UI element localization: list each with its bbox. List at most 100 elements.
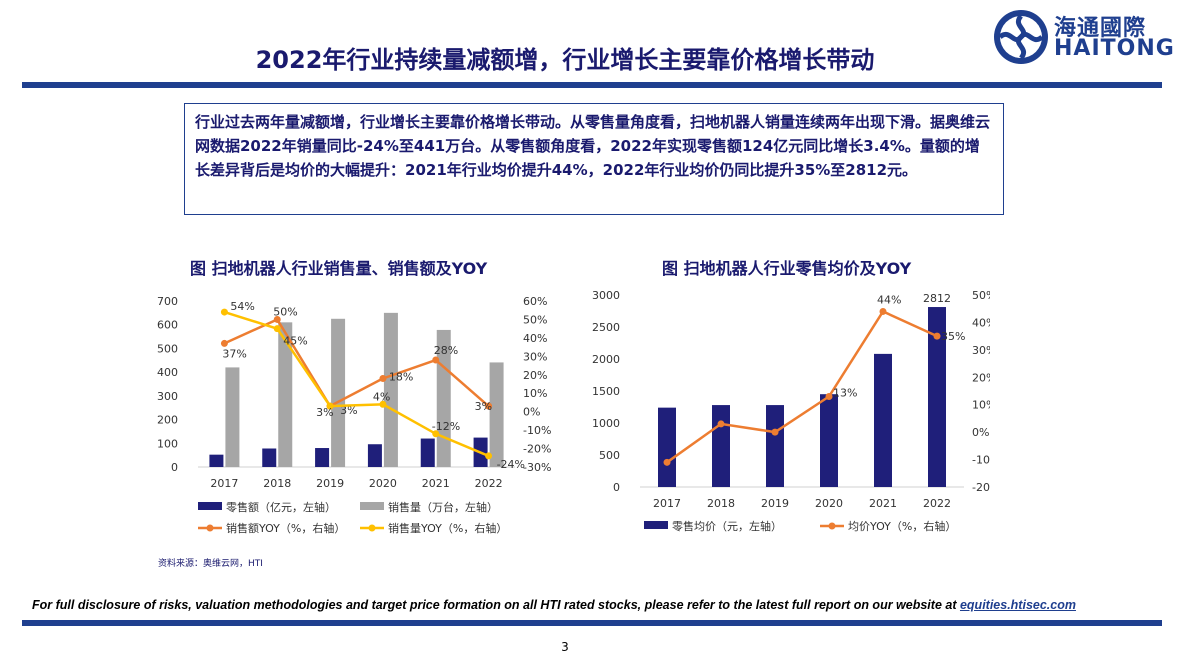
haitong-logo-icon bbox=[994, 10, 1048, 64]
chart1-point bbox=[273, 325, 281, 333]
chart2-point-label: 35% bbox=[941, 330, 965, 343]
chart2-x-tick: 2019 bbox=[761, 497, 789, 510]
chart-sales-volume-value: 0 100 200 300 400 500 600 700 -30% -20% -10% 0% 10% 2… bbox=[157, 295, 551, 535]
summary-box: 行业过去两年量减额增，行业增长主要靠价格增长带动。从零售量角度看，扫地机器人销量… bbox=[184, 103, 1004, 215]
footer-disclaimer: For full disclosure of risks, valuation … bbox=[32, 598, 1162, 612]
chart1-legend-marker bbox=[206, 524, 214, 532]
chart1-bar bbox=[367, 444, 382, 467]
chart1-point bbox=[273, 315, 281, 323]
chart1-point bbox=[485, 452, 493, 460]
chart1-yright-tick: 0% bbox=[523, 406, 540, 419]
chart2-yleft-tick: 1500 bbox=[592, 385, 620, 398]
chart1-point-label: 45% bbox=[283, 335, 307, 348]
chart2-bar bbox=[658, 407, 676, 487]
chart2-yleft-tick: 3000 bbox=[592, 289, 620, 302]
chart1-bar bbox=[225, 367, 240, 467]
chart1-legend-marker bbox=[368, 524, 376, 532]
chart1-legend-swatch bbox=[360, 502, 384, 510]
chart2-yright-tick: 40% bbox=[972, 316, 990, 329]
chart2-yright-tick: -20% bbox=[972, 481, 990, 494]
chart2-point bbox=[663, 458, 671, 466]
chart2-bar bbox=[712, 405, 730, 487]
chart1-yright-tick: 20% bbox=[523, 369, 547, 382]
chart1-yleft-tick: 400 bbox=[157, 366, 178, 379]
chart1-yleft-tick: 0 bbox=[171, 461, 178, 474]
chart1-bar bbox=[383, 312, 398, 467]
chart1-yright-tick: 50% bbox=[523, 313, 547, 326]
logo-chinese-text: 海通國際 bbox=[1054, 16, 1147, 41]
chart1-point-label: 4% bbox=[373, 390, 390, 403]
chart2-point bbox=[717, 420, 725, 428]
chart2-yright-tick: 10% bbox=[972, 399, 990, 412]
chart1-yright-tick: -10% bbox=[523, 424, 551, 437]
chart2-x-tick: 2017 bbox=[653, 497, 681, 510]
chart2-x-tick: 2021 bbox=[869, 497, 897, 510]
chart2-point bbox=[825, 392, 833, 400]
chart1-yright-tick: -20% bbox=[523, 443, 551, 456]
chart1-point-label: 54% bbox=[230, 300, 254, 313]
chart1-point-label: 3% bbox=[475, 400, 492, 413]
header-divider bbox=[22, 82, 1162, 88]
chart1-point-label: -24% bbox=[497, 458, 525, 471]
chart1-bar bbox=[278, 322, 293, 467]
chart1-series-line bbox=[224, 310, 490, 458]
chart1-yright-tick: -30% bbox=[523, 461, 551, 474]
chart1-yleft-tick: 300 bbox=[157, 390, 178, 403]
chart1-yleft-tick: 600 bbox=[157, 319, 178, 332]
chart2-yleft-tick: 1000 bbox=[592, 417, 620, 430]
chart1-legend-label: 销售量YOY（%，右轴） bbox=[388, 521, 507, 535]
chart2-yleft-tick: 0 bbox=[613, 481, 620, 494]
chart1-title: 图 扫地机器人行业销售量、销售额及YOY bbox=[190, 259, 488, 278]
disclaimer-text: For full disclosure of risks, valuation … bbox=[32, 598, 957, 612]
chart1-yright-tick: 30% bbox=[523, 350, 547, 363]
chart2-legend-swatch bbox=[644, 521, 668, 529]
chart2-yright-tick: -10% bbox=[972, 454, 990, 467]
chart2-x-tick: 2020 bbox=[815, 497, 843, 510]
chart2-point bbox=[771, 428, 779, 436]
chart1-bar bbox=[209, 454, 224, 467]
chart1-bar bbox=[262, 448, 277, 467]
chart2-yleft-tick: 2500 bbox=[592, 321, 620, 334]
chart1-x-tick: 2020 bbox=[369, 477, 397, 490]
chart2-yleft-tick: 2000 bbox=[592, 353, 620, 366]
chart1-point-label: 37% bbox=[222, 347, 246, 360]
chart2-point bbox=[933, 332, 941, 340]
chart1-x-tick: 2017 bbox=[210, 477, 238, 490]
chart1-point-label: -12% bbox=[432, 420, 460, 433]
chart2-bar bbox=[766, 405, 784, 487]
website-link[interactable]: equities.htisec.com bbox=[959, 598, 1076, 612]
chart1-legend-label: 零售额（亿元，左轴） bbox=[226, 500, 336, 514]
chart2-legend-marker bbox=[828, 522, 836, 530]
chart1-point bbox=[432, 356, 440, 364]
chart1-point bbox=[379, 374, 387, 382]
chart1-legend-label: 销售额YOY（%，右轴） bbox=[226, 521, 345, 535]
chart1-x-tick: 2022 bbox=[475, 477, 503, 490]
chart-average-price: 0 500 1000 1500 2000 2500 3000 -20% -10% 0% 10% 20%… bbox=[592, 289, 990, 533]
chart1-point bbox=[379, 400, 387, 408]
chart2-yright-tick: 50% bbox=[972, 289, 990, 302]
chart1-legend-swatch bbox=[198, 502, 222, 510]
chart2-bar bbox=[820, 394, 838, 487]
chart1-point bbox=[220, 308, 228, 316]
chart2-bar-label: 2812 bbox=[923, 292, 951, 305]
chart1-yleft-tick: 500 bbox=[157, 342, 178, 355]
chart1-x-tick: 2021 bbox=[422, 477, 450, 490]
chart1-bar bbox=[489, 362, 504, 467]
page-title: 2022年行业持续量减额增，行业增长主要靠价格增长带动 bbox=[255, 46, 875, 74]
source-note: 资料来源：奥维云网，HTI bbox=[158, 559, 263, 569]
chart2-yright-tick: 0% bbox=[972, 426, 989, 439]
chart1-yright-tick: 40% bbox=[523, 332, 547, 345]
chart1-point bbox=[326, 402, 334, 410]
chart1-point-label: 28% bbox=[434, 344, 458, 357]
chart2-bar bbox=[874, 353, 892, 487]
chart1-bar bbox=[420, 438, 435, 467]
chart1-yleft-tick: 700 bbox=[157, 295, 178, 308]
chart2-yright-tick: 20% bbox=[972, 371, 990, 384]
chart1-bar bbox=[315, 448, 330, 467]
page-number: 3 bbox=[561, 640, 569, 654]
chart1-point-label: 3% bbox=[340, 404, 357, 417]
chart1-point-label: 50% bbox=[273, 305, 297, 318]
chart1-series-line bbox=[223, 317, 490, 408]
chart1-yright-tick: 10% bbox=[523, 387, 547, 400]
chart2-yright-tick: 30% bbox=[972, 344, 990, 357]
